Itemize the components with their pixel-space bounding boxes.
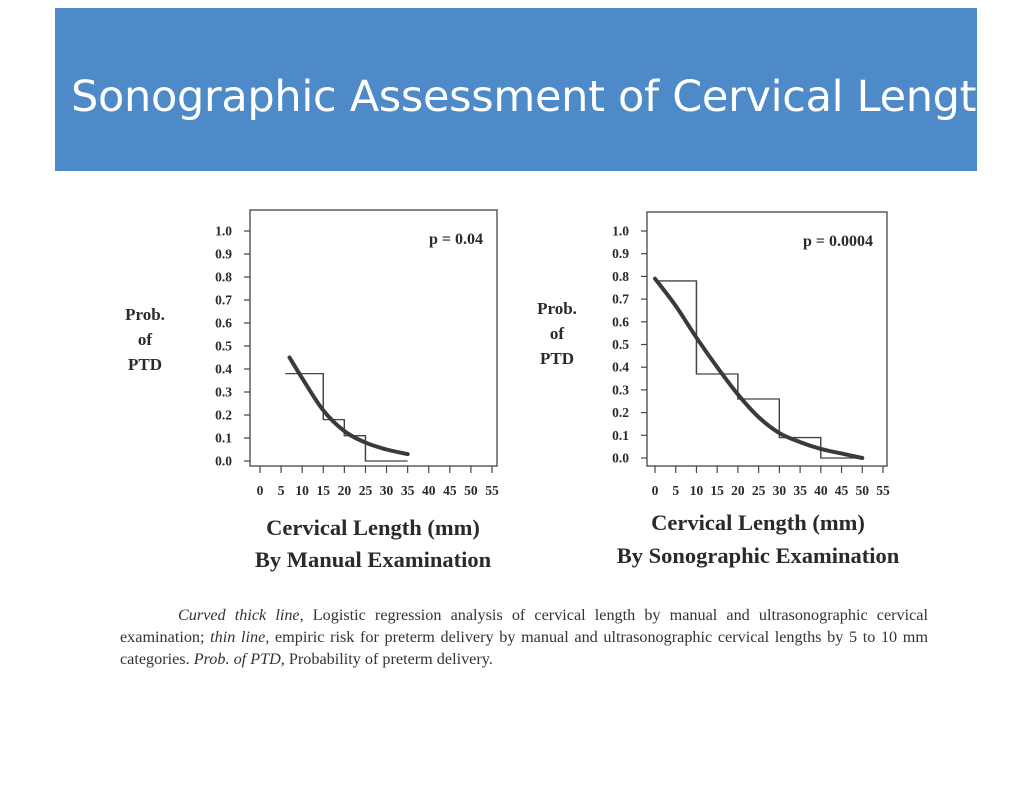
slide-title: Sonographic Assessment of Cervical Lengt…: [71, 72, 1004, 122]
caption-text-3: Probability of preterm delivery.: [284, 650, 493, 668]
x-tick-label: 25: [752, 483, 766, 498]
empiric-risk-step-line: [655, 280, 863, 459]
x-tick-label: 55: [876, 483, 890, 498]
y-axis-label: of: [550, 324, 565, 343]
y-tick-label: 0.9: [215, 247, 232, 262]
x-axis-label: Cervical Length (mm): [651, 510, 865, 535]
x-tick-label: 0: [652, 483, 659, 498]
x-axis-label: Cervical Length (mm): [266, 515, 480, 540]
y-tick-label: 0.8: [612, 269, 629, 284]
y-axis-label: Prob.: [125, 305, 165, 324]
y-tick-label: 0.2: [215, 408, 232, 423]
x-tick-label: 45: [835, 483, 849, 498]
y-tick-label: 0.1: [612, 428, 629, 443]
x-tick-label: 0: [257, 483, 264, 498]
empiric-risk-step-line: [285, 372, 408, 462]
y-tick-label: 0.8: [215, 270, 232, 285]
x-tick-label: 10: [690, 483, 704, 498]
y-tick-label: 0.4: [215, 362, 232, 377]
chart-sonographic: 0.0 0.1 0.2 0.3 0.4 0.5 0.6 0.7 0.8 0.9 1.0 0 5 10 15 2…: [537, 211, 900, 568]
caption-ptd-label: Prob. of PTD,: [193, 650, 285, 668]
y-tick-label: 0.1: [215, 431, 232, 446]
chart-manual: 0.0 0.1 0.2 0.3 0.4 0.5 0.6 0.7 0.8 0.9 1.0 0 5 10 15 2…: [125, 209, 499, 572]
caption-thick-line-label: Curved thick line,: [178, 606, 304, 624]
x-tick-label: 55: [485, 483, 499, 498]
y-tick-label: 0.3: [215, 385, 232, 400]
x-tick-label: 20: [731, 483, 745, 498]
x-tick-label: 15: [317, 483, 331, 498]
x-tick-label: 40: [814, 483, 828, 498]
x-tick-label: 40: [422, 483, 436, 498]
x-tick-label: 5: [278, 483, 285, 498]
y-tick-label: 0.5: [612, 337, 629, 352]
figure-caption: Curved thick line, Logistic regression a…: [120, 604, 928, 670]
y-tick-label: 0.3: [612, 382, 629, 397]
plot-frame: [646, 211, 888, 467]
logistic-regression-curve: [653, 276, 865, 460]
x-tick-label: 20: [338, 483, 352, 498]
y-tick-label: 1.0: [612, 224, 629, 239]
y-tick-label: 0.6: [612, 314, 629, 329]
caption-text-1: Logistic regression analysis of cervical…: [120, 606, 928, 646]
y-axis-label: Prob.: [537, 299, 577, 318]
x-tick-label: 10: [295, 483, 309, 498]
y-tick-label: 0.6: [215, 316, 232, 331]
x-tick-label: 30: [773, 483, 787, 498]
x-tick-label: 35: [401, 483, 415, 498]
y-tick-label: 0.4: [612, 360, 629, 375]
y-tick-label: 0.9: [612, 246, 629, 261]
y-tick-label: 1.0: [215, 224, 232, 239]
x-tick-label: 50: [856, 483, 870, 498]
x-tick-label: 25: [359, 483, 373, 498]
x-tick-label: 15: [710, 483, 724, 498]
x-tick-label: 30: [380, 483, 394, 498]
y-tick-label: 0.0: [215, 454, 232, 469]
y-axis-label: PTD: [540, 349, 574, 368]
p-value-annotation: p = 0.04: [429, 231, 483, 248]
chart-subtitle: By Manual Examination: [255, 547, 492, 572]
chart-subtitle: By Sonographic Examination: [617, 543, 900, 568]
x-tick-label: 45: [443, 483, 457, 498]
logistic-regression-curve: [287, 355, 410, 457]
y-axis-label: PTD: [128, 355, 162, 374]
x-tick-label: 5: [672, 483, 679, 498]
y-tick-label: 0.5: [215, 339, 232, 354]
p-value-annotation: p = 0.0004: [803, 233, 873, 250]
y-tick-label: 0.2: [612, 405, 629, 420]
y-tick-label: 0.7: [612, 292, 629, 307]
y-tick-label: 0.7: [215, 293, 232, 308]
title-banner: Sonographic Assessment of Cervical Lengt…: [55, 8, 1004, 171]
y-tick-label: 0.0: [612, 451, 629, 466]
caption-thin-line-label: thin line,: [210, 628, 270, 646]
y-axis-label: of: [138, 330, 153, 349]
plot-frame: [249, 209, 498, 467]
x-tick-label: 35: [793, 483, 807, 498]
caption-text-2: empiric risk for preterm delivery by man…: [120, 628, 928, 668]
x-tick-label: 50: [464, 483, 478, 498]
